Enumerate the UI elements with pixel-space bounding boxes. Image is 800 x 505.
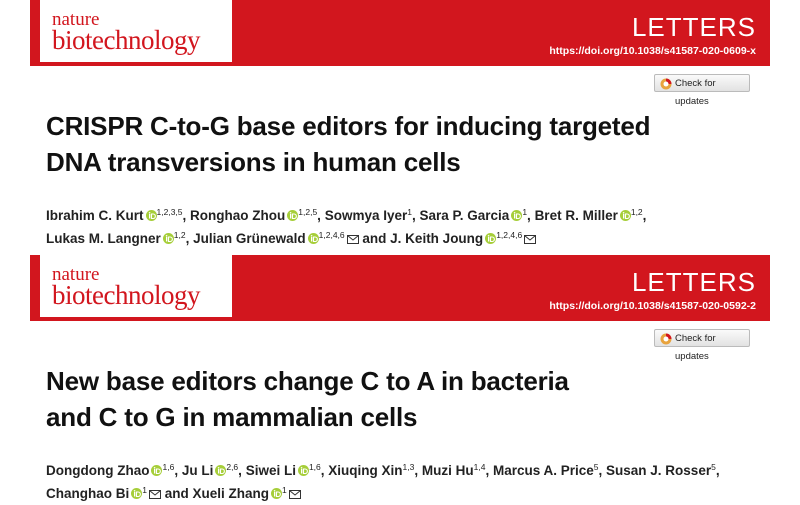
author-name[interactable]: Xueli Zhang — [192, 486, 270, 501]
author-name[interactable]: Xiuqing Xin — [328, 463, 403, 478]
check-updates-button[interactable]: Check for updates — [654, 329, 750, 362]
author-name[interactable]: Sowmya Iyer — [324, 208, 408, 223]
author-name[interactable]: Marcus A. Price — [492, 463, 594, 478]
orcid-icon — [145, 210, 157, 221]
author-list: Dongdong Zhao 1,6, Ju Li 2,6, Siwei Li 1,6,… — [46, 459, 720, 505]
author-name[interactable]: Sara P. Garcia — [419, 208, 510, 223]
author-separator: , — [174, 463, 182, 478]
affiliation: 1 — [522, 207, 528, 217]
title-line: CRISPR C-to-G base editors for inducing … — [46, 111, 651, 141]
journal-logo: nature biotechnology — [40, 255, 232, 317]
email-icon — [148, 490, 161, 499]
affiliation: 1,4 — [473, 462, 486, 472]
affiliation: 5 — [593, 462, 599, 472]
check-icon — [660, 78, 672, 90]
journal-banner: nature biotechnology LETTERS https://doi.or… — [30, 0, 770, 66]
journal-banner: nature biotechnology LETTERS https://doi.or… — [30, 255, 770, 321]
orcid-icon — [287, 210, 299, 221]
article-title: New base editors change C to A in bacter… — [46, 363, 569, 435]
author-name[interactable]: Muzi Hu — [421, 463, 474, 478]
affiliation: 1,2 — [173, 230, 186, 240]
affiliation: 1 — [282, 485, 287, 495]
affiliation: 1,6 — [162, 462, 175, 472]
author-line: Changhao Bi 1 and Xueli Zhang 1 — [46, 482, 720, 505]
orcid-icon — [162, 233, 174, 244]
author-separator: , — [185, 231, 194, 246]
title-line: New base editors change C to A in bacter… — [46, 366, 569, 396]
email-icon — [288, 490, 301, 499]
author-name[interactable]: Lukas M. Langner — [46, 231, 161, 246]
doi-link[interactable]: https://doi.org/10.1038/s41587-020-0609-… — [549, 45, 756, 57]
author-separator: , — [527, 208, 535, 223]
author-name[interactable]: J. Keith Joung — [390, 231, 484, 246]
affiliation: 1,6 — [308, 462, 321, 472]
check-updates-button[interactable]: Check for updates — [654, 74, 750, 107]
author-separator: , — [642, 208, 647, 223]
author-line: Lukas M. Langner 1,2, Julian Grünewald 1,2… — [46, 227, 646, 250]
author-name[interactable]: Ronghao Zhou — [190, 208, 286, 223]
author-name[interactable]: Dongdong Zhao — [46, 463, 150, 478]
orcid-icon — [307, 233, 319, 244]
author-separator: , — [320, 463, 329, 478]
orcid-icon — [619, 210, 631, 221]
affiliation: 1,2 — [630, 207, 643, 217]
author-name[interactable]: Ju Li — [181, 463, 214, 478]
check-icon — [660, 333, 672, 345]
author-line: Dongdong Zhao 1,6, Ju Li 2,6, Siwei Li 1,6,… — [46, 459, 720, 482]
author-separator: , — [238, 463, 246, 478]
affiliation: 1,2,5 — [298, 207, 318, 217]
logo-line: biotechnology — [52, 280, 200, 310]
orcid-icon — [485, 233, 497, 244]
paper-header: nature biotechnology LETTERS https://doi.or… — [0, 0, 800, 250]
logo-line: biotechnology — [52, 25, 200, 55]
title-line: and C to G in mammalian cells — [46, 402, 418, 432]
affiliation: 1,2,4,6 — [318, 230, 345, 240]
journal-logo: nature biotechnology — [40, 0, 232, 62]
author-separator: and — [358, 231, 391, 246]
affiliation: 1 — [407, 207, 412, 217]
author-separator: , — [485, 463, 493, 478]
section-label: LETTERS — [631, 267, 756, 297]
author-list: Ibrahim C. Kurt 1,2,3,5, Ronghao Zhou 1,2,… — [46, 204, 646, 250]
doi-link[interactable]: https://doi.org/10.1038/s41587-020-0592-… — [549, 300, 756, 312]
affiliation: 2,6 — [226, 462, 239, 472]
author-separator: , — [414, 463, 422, 478]
article-title: CRISPR C-to-G base editors for inducing … — [46, 108, 651, 180]
paper-header: nature biotechnology LETTERS https://doi.or… — [0, 255, 800, 505]
email-icon — [524, 235, 537, 244]
logo-line: nature — [52, 264, 100, 285]
author-separator: , — [598, 463, 607, 478]
author-separator: and — [160, 486, 193, 501]
email-icon — [346, 235, 359, 244]
affiliation: 1,2,3,5 — [156, 207, 183, 217]
section-label: LETTERS — [631, 12, 756, 42]
orcid-icon — [131, 488, 143, 499]
author-name[interactable]: Bret R. Miller — [534, 208, 618, 223]
author-separator: , — [182, 208, 191, 223]
orcid-icon — [151, 465, 163, 476]
author-separator: , — [715, 463, 720, 478]
title-line: DNA transversions in human cells — [46, 147, 461, 177]
author-name[interactable]: Susan J. Rosser — [606, 463, 712, 478]
author-separator: , — [317, 208, 325, 223]
affiliation: 5 — [711, 462, 716, 472]
author-name[interactable]: Changhao Bi — [46, 486, 130, 501]
author-name[interactable]: Julian Grünewald — [193, 231, 306, 246]
orcid-icon — [215, 465, 227, 476]
author-name[interactable]: Siwei Li — [245, 463, 296, 478]
affiliation: 1,3 — [402, 462, 415, 472]
author-separator: , — [411, 208, 420, 223]
orcid-icon — [271, 488, 283, 499]
author-name[interactable]: Ibrahim C. Kurt — [46, 208, 144, 223]
orcid-icon — [297, 465, 309, 476]
author-line: Ibrahim C. Kurt 1,2,3,5, Ronghao Zhou 1,2,… — [46, 204, 646, 227]
logo-line: nature — [52, 9, 100, 30]
affiliation: 1,2,4,6 — [496, 230, 523, 240]
affiliation: 1 — [142, 485, 147, 495]
orcid-icon — [511, 210, 523, 221]
